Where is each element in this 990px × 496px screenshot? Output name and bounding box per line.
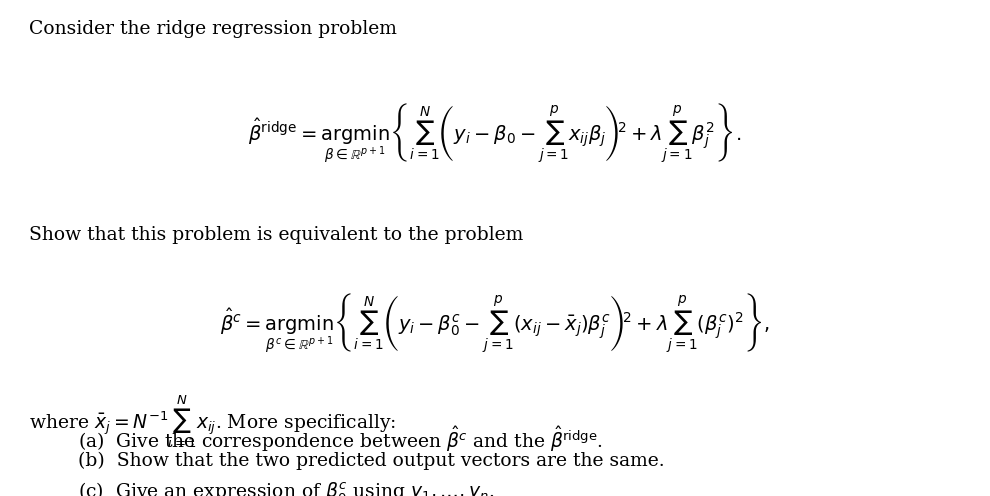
Text: $\hat{\beta}^{\mathrm{ridge}} = \underset{\beta \in \mathbb{R}^{p+1}}{\mathrm{ar: $\hat{\beta}^{\mathrm{ridge}} = \underse… <box>248 102 742 166</box>
Text: where $\bar{x}_j = N^{-1}\sum_{i=1}^{N} x_{ij}$. More specifically:: where $\bar{x}_j = N^{-1}\sum_{i=1}^{N} … <box>30 394 397 450</box>
Text: Consider the ridge regression problem: Consider the ridge regression problem <box>30 19 397 38</box>
Text: $\hat{\beta}^c = \underset{\beta^c \in \mathbb{R}^{p+1}}{\mathrm{argmin}} \left\: $\hat{\beta}^c = \underset{\beta^c \in \… <box>220 292 770 356</box>
Text: (a)  Give the correspondence between $\hat{\beta}^c$ and the $\hat{\beta}^{\math: (a) Give the correspondence between $\ha… <box>78 424 603 454</box>
Text: (c)  Give an expression of $\beta_0^c$ using $y_1, \ldots, y_n$.: (c) Give an expression of $\beta_0^c$ us… <box>78 480 494 496</box>
Text: (b)  Show that the two predicted output vectors are the same.: (b) Show that the two predicted output v… <box>78 452 664 470</box>
Text: Show that this problem is equivalent to the problem: Show that this problem is equivalent to … <box>30 226 524 244</box>
